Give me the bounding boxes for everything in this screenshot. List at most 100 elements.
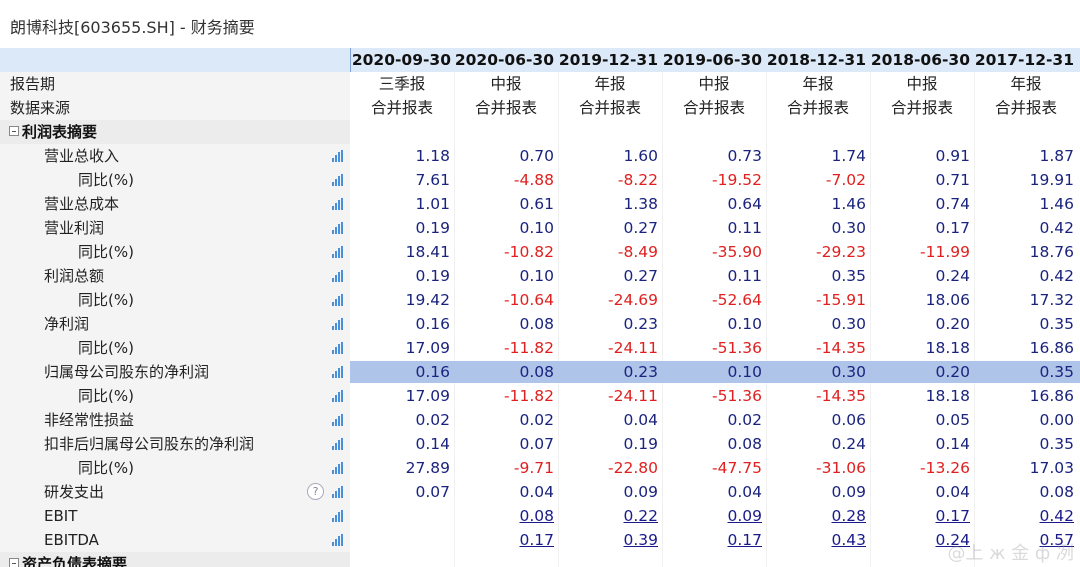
table-row[interactable]: 扣非后归属母公司股东的净利润 0.14 0.07 0.19 0.08 0.24 0.14 0.… <box>0 432 1080 456</box>
bar-chart-icon[interactable] <box>332 486 344 498</box>
value-link[interactable]: 0.08 <box>519 507 554 525</box>
table-cell: 1.01 <box>415 195 450 213</box>
table-row[interactable]: 同比(%) 18.41 -10.82 -8.49 -35.90 -29.23 -11.99 1… <box>0 240 1080 264</box>
bar-chart-icon[interactable] <box>332 510 344 522</box>
value-link[interactable]: 0.17 <box>935 507 970 525</box>
value-link[interactable]: 0.28 <box>831 507 866 525</box>
table-cell: 0.10 <box>519 219 554 237</box>
bar-chart-icon[interactable] <box>332 390 344 402</box>
table-cell: -13.26 <box>920 459 970 477</box>
collapse-toggle-icon[interactable] <box>9 558 19 567</box>
table-cell: 0.09 <box>623 483 658 501</box>
bar-chart-icon[interactable] <box>332 294 344 306</box>
bar-chart-icon[interactable] <box>332 222 344 234</box>
column-separator <box>766 72 767 567</box>
table-row[interactable]: 数据来源 合并报表 合并报表 合并报表 合并报表 合并报表 合并报表 合并报表 <box>0 96 1080 120</box>
table-row[interactable]: 营业总收入 1.18 0.70 1.60 0.73 1.74 0.91 1.87 <box>0 144 1080 168</box>
table-cell: 0.11 <box>727 219 762 237</box>
section-header-row[interactable]: 资产负债表摘要 <box>0 552 1080 567</box>
collapse-toggle-icon[interactable] <box>9 126 19 136</box>
row-label-background <box>0 288 350 312</box>
value-link[interactable]: 0.17 <box>727 531 762 549</box>
financial-summary-grid: 2020-09-30 2020-06-30 2019-12-31 2019-06-30… <box>0 48 1080 567</box>
table-cell: 0.07 <box>415 483 450 501</box>
value-link[interactable]: 0.17 <box>519 531 554 549</box>
table-cell: -11.82 <box>504 339 554 357</box>
table-cell: 1.18 <box>415 147 450 165</box>
row-label: EBITDA <box>44 531 99 549</box>
value-link[interactable]: 0.57 <box>1039 531 1074 549</box>
table-cell: 0.09 <box>831 483 866 501</box>
table-row[interactable]: 归属母公司股东的净利润 0.16 0.08 0.23 0.10 0.30 0.20 0.35 <box>0 360 1080 384</box>
table-cell: 18.41 <box>405 243 450 261</box>
table-cell: 0.70 <box>519 147 554 165</box>
table-row[interactable]: 净利润 0.16 0.08 0.23 0.10 0.30 0.20 0.35 <box>0 312 1080 336</box>
bar-chart-icon[interactable] <box>332 174 344 186</box>
table-row[interactable]: 同比(%) 17.09 -11.82 -24.11 -51.36 -14.35 18.18 1… <box>0 336 1080 360</box>
bar-chart-icon[interactable] <box>332 198 344 210</box>
value-link[interactable]: 0.43 <box>831 531 866 549</box>
bar-chart-icon[interactable] <box>332 414 344 426</box>
table-row[interactable]: 非经常性损益 0.02 0.02 0.04 0.02 0.06 0.05 0.00 <box>0 408 1080 432</box>
column-header-date[interactable]: 2018-06-30 <box>870 51 970 69</box>
table-cell: 0.19 <box>415 267 450 285</box>
row-label: 同比(%) <box>78 243 134 261</box>
table-cell: -10.64 <box>504 291 554 309</box>
column-header-date[interactable]: 2018-12-31 <box>766 51 866 69</box>
column-header-date[interactable]: 2019-12-31 <box>558 51 658 69</box>
column-header-date[interactable]: 2020-06-30 <box>454 51 554 69</box>
table-cell: 合并报表 <box>890 99 953 117</box>
row-label-background <box>0 240 350 264</box>
table-row[interactable]: 同比(%) 27.89 -9.71 -22.80 -47.75 -31.06 -13.26 1… <box>0 456 1080 480</box>
table-row[interactable]: 同比(%) 17.09 -11.82 -24.11 -51.36 -14.35 18.18 1… <box>0 384 1080 408</box>
table-row[interactable]: 报告期 三季报 中报 年报 中报 年报 中报 年报 <box>0 72 1080 96</box>
table-row[interactable]: 营业总成本 1.01 0.61 1.38 0.64 1.46 0.74 1.46 <box>0 192 1080 216</box>
watermark: @上 ж 金 ф 冽 <box>947 543 1075 564</box>
table-row[interactable]: EBITDA 0.17 0.39 0.17 0.43 0.24 0.57 <box>0 528 1080 552</box>
table-cell: 17.32 <box>1029 291 1074 309</box>
table-row[interactable]: 研发支出? 0.07 0.04 0.09 0.04 0.09 0.04 0.08 <box>0 480 1080 504</box>
table-cell: 0.07 <box>519 435 554 453</box>
row-label-background <box>0 528 350 552</box>
table-row[interactable]: 营业利润 0.19 0.10 0.27 0.11 0.30 0.17 0.42 <box>0 216 1080 240</box>
help-icon[interactable]: ? <box>307 483 324 500</box>
bar-chart-icon[interactable] <box>332 270 344 282</box>
table-row[interactable]: 利润总额 0.19 0.10 0.27 0.11 0.35 0.24 0.42 <box>0 264 1080 288</box>
table-cell: 0.91 <box>935 147 970 165</box>
table-cell: -29.23 <box>816 243 866 261</box>
column-header-date[interactable]: 2017-12-31 <box>974 51 1074 69</box>
table-cell: 0.23 <box>623 315 658 333</box>
bar-chart-icon[interactable] <box>332 438 344 450</box>
bar-chart-icon[interactable] <box>332 462 344 474</box>
bar-chart-icon[interactable] <box>332 342 344 354</box>
column-header-date[interactable]: 2019-06-30 <box>662 51 762 69</box>
table-cell: 0.35 <box>1039 363 1074 381</box>
column-header-date[interactable]: 2020-09-30 <box>350 48 451 72</box>
value-link[interactable]: 0.24 <box>935 531 970 549</box>
bar-chart-icon[interactable] <box>332 366 344 378</box>
table-cell: 0.30 <box>831 315 866 333</box>
bar-chart-icon[interactable] <box>332 150 344 162</box>
table-row[interactable]: 同比(%) 7.61 -4.88 -8.22 -19.52 -7.02 0.71 19.91 <box>0 168 1080 192</box>
table-row[interactable]: EBIT 0.08 0.22 0.09 0.28 0.17 0.42 <box>0 504 1080 528</box>
bar-chart-icon[interactable] <box>332 534 344 546</box>
row-label: 营业利润 <box>44 219 105 237</box>
table-cell: 0.05 <box>935 411 970 429</box>
table-row[interactable]: 同比(%) 19.42 -10.64 -24.69 -52.64 -15.91 18.06 1… <box>0 288 1080 312</box>
date-header-row: 2020-09-30 2020-06-30 2019-12-31 2019-06-30… <box>0 48 1080 72</box>
table-cell: 0.04 <box>935 483 970 501</box>
section-header-row[interactable]: 利润表摘要 <box>0 120 1080 144</box>
value-link[interactable]: 0.22 <box>623 507 658 525</box>
table-cell: -15.91 <box>816 291 866 309</box>
bar-chart-icon[interactable] <box>332 246 344 258</box>
row-label: 净利润 <box>44 315 90 333</box>
value-link[interactable]: 0.42 <box>1039 507 1074 525</box>
table-cell: -9.71 <box>513 459 554 477</box>
bar-chart-icon[interactable] <box>332 318 344 330</box>
table-cell: -51.36 <box>712 387 762 405</box>
table-cell: 19.42 <box>405 291 450 309</box>
value-link[interactable]: 0.39 <box>623 531 658 549</box>
table-cell: 0.35 <box>831 267 866 285</box>
value-link[interactable]: 0.09 <box>727 507 762 525</box>
table-cell: 0.24 <box>831 435 866 453</box>
